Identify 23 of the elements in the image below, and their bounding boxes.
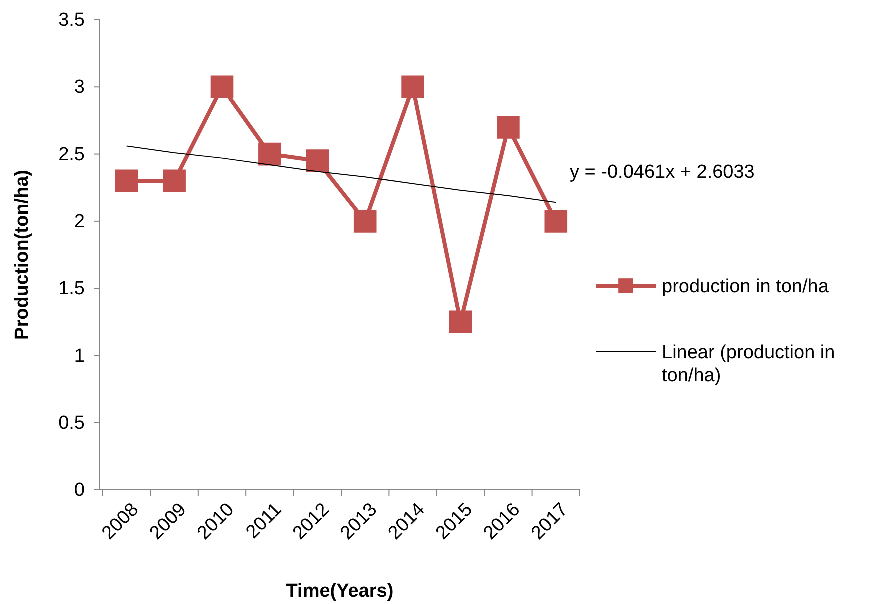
y-tick-label: 3 bbox=[74, 77, 85, 98]
point bbox=[115, 170, 138, 193]
point bbox=[497, 116, 520, 139]
y-tick-label: 1 bbox=[74, 346, 85, 367]
legend-label: Linear (production in ton/ha) bbox=[662, 342, 836, 386]
y-tick-label: 0 bbox=[74, 480, 85, 502]
y-tick-label: 3.5 bbox=[58, 10, 85, 32]
point bbox=[258, 142, 282, 166]
x-axis-title: Time(Years) bbox=[286, 581, 394, 602]
annotation: y = -0.0461x + 2.6033 bbox=[570, 162, 755, 183]
y-axis-title: Production(ton/ha) bbox=[12, 170, 33, 340]
point bbox=[306, 150, 330, 172]
point bbox=[163, 170, 186, 193]
y-tick-label: 0.5 bbox=[58, 412, 85, 434]
y-tick-label: 2 bbox=[74, 212, 85, 233]
y-tick-label: 1.5 bbox=[58, 278, 85, 300]
point bbox=[449, 310, 472, 334]
point bbox=[210, 76, 234, 99]
point bbox=[544, 210, 568, 233]
point bbox=[402, 76, 424, 99]
y-tick-label: 2.5 bbox=[58, 144, 85, 166]
point bbox=[354, 210, 377, 233]
legend-label: production in ton/ha bbox=[662, 276, 830, 298]
